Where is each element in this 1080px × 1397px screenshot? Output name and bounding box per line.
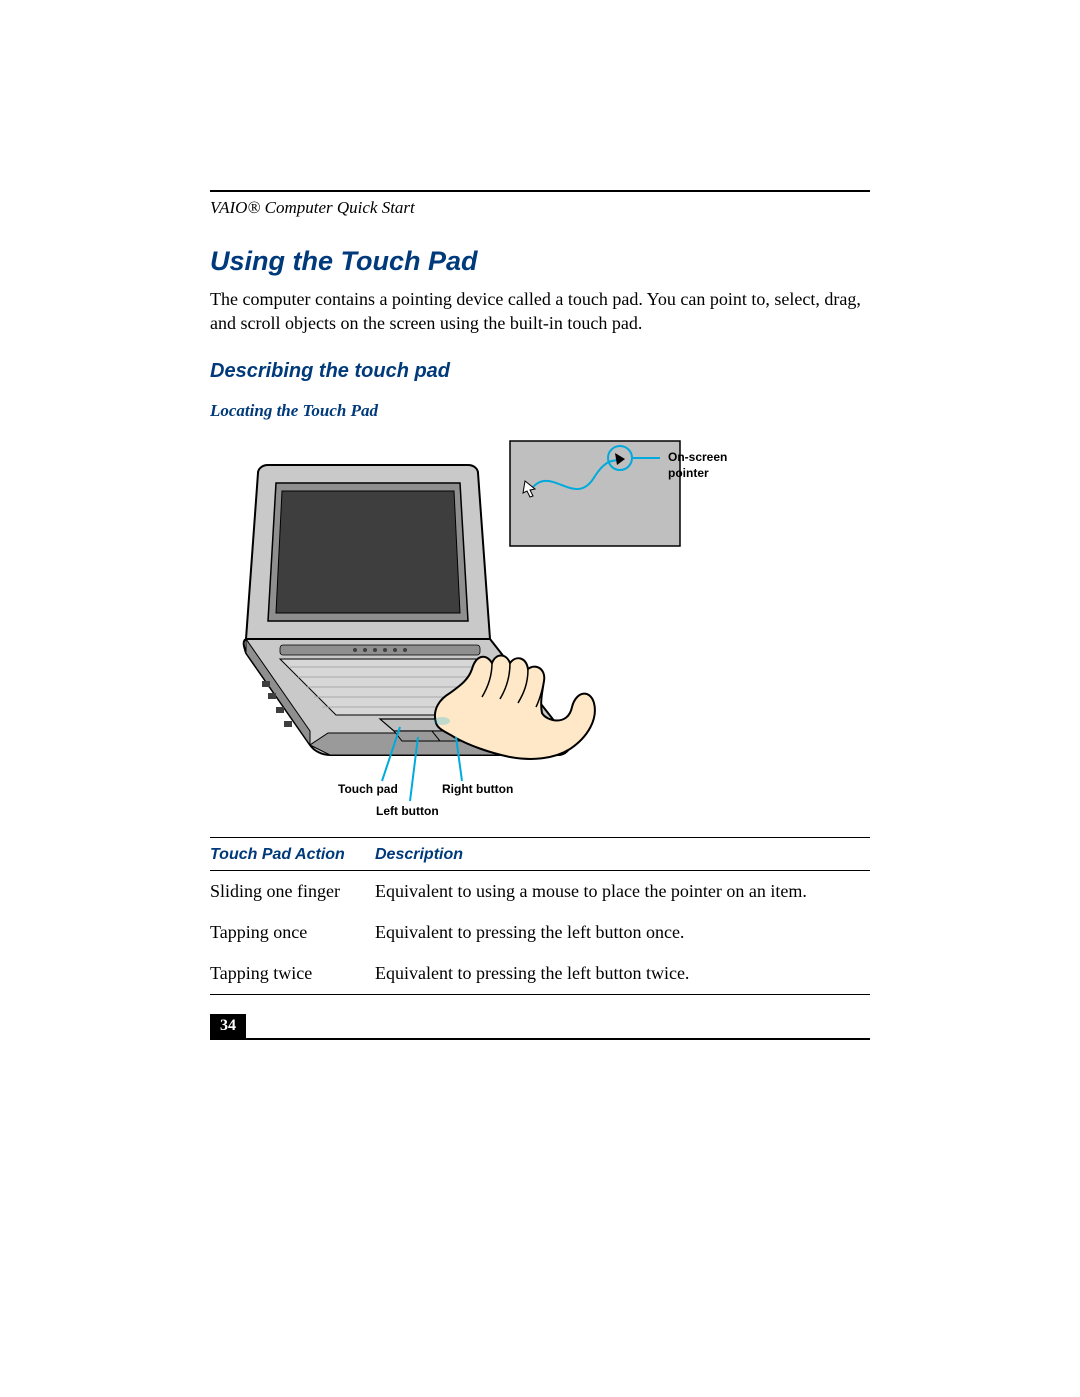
page-number: 34 xyxy=(210,1014,246,1038)
label-touchpad: Touch pad xyxy=(338,782,398,796)
heading-sub: Describing the touch pad xyxy=(210,360,870,383)
label-right-button: Right button xyxy=(442,782,513,796)
figure-caption: Locating the Touch Pad xyxy=(210,401,870,421)
laptop-lid-icon xyxy=(246,465,490,639)
cell-action: Tapping once xyxy=(210,922,375,943)
table-header-row: Touch Pad Action Description xyxy=(210,838,870,871)
cell-action: Sliding one finger xyxy=(210,881,375,902)
label-left-button: Left button xyxy=(376,804,439,818)
header-rule xyxy=(210,190,870,192)
th-desc: Description xyxy=(375,846,870,864)
table-row: Sliding one finger Equivalent to using a… xyxy=(210,871,870,912)
cell-desc: Equivalent to pressing the left button t… xyxy=(375,963,870,984)
footer-rule xyxy=(210,1038,870,1040)
laptop-illustration: Touch pad Left button Right button On-sc… xyxy=(210,431,846,831)
th-action: Touch Pad Action xyxy=(210,846,375,864)
label-onscreen-l2: pointer xyxy=(668,466,709,480)
table-row: Tapping twice Equivalent to pressing the… xyxy=(210,953,870,994)
table-bottom-rule xyxy=(210,994,870,995)
cell-action: Tapping twice xyxy=(210,963,375,984)
inset-screen-icon xyxy=(510,441,680,546)
heading-main: Using the Touch Pad xyxy=(210,246,870,277)
cell-desc: Equivalent to pressing the left button o… xyxy=(375,922,870,943)
table-row: Tapping once Equivalent to pressing the … xyxy=(210,912,870,953)
intro-paragraph: The computer contains a pointing device … xyxy=(210,287,870,336)
page-content: VAIO® Computer Quick Start Using the Tou… xyxy=(210,190,870,995)
cell-desc: Equivalent to using a mouse to place the… xyxy=(375,881,870,902)
label-onscreen-l1: On-screen xyxy=(668,450,727,464)
touchpad-diagram: Touch pad Left button Right button On-sc… xyxy=(210,431,846,831)
running-header: VAIO® Computer Quick Start xyxy=(210,198,870,218)
page-footer: 34 xyxy=(210,1014,870,1040)
